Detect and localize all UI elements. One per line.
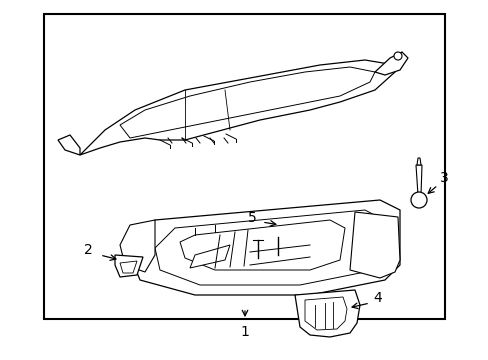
Text: 4: 4 — [373, 291, 382, 305]
Polygon shape — [120, 220, 155, 272]
Polygon shape — [416, 158, 420, 165]
Text: 1: 1 — [240, 325, 249, 339]
Polygon shape — [294, 290, 359, 337]
Polygon shape — [305, 297, 346, 330]
Polygon shape — [374, 52, 407, 75]
Text: 5: 5 — [247, 211, 256, 225]
Polygon shape — [190, 245, 229, 268]
Polygon shape — [415, 165, 421, 195]
Circle shape — [393, 52, 401, 60]
Polygon shape — [120, 67, 374, 138]
Text: 3: 3 — [439, 171, 447, 185]
Polygon shape — [58, 135, 80, 155]
Circle shape — [410, 192, 426, 208]
Polygon shape — [130, 200, 399, 295]
Polygon shape — [273, 230, 282, 237]
Polygon shape — [155, 210, 379, 285]
Polygon shape — [349, 212, 399, 278]
Text: 2: 2 — [83, 243, 92, 257]
Polygon shape — [280, 210, 309, 240]
Polygon shape — [120, 261, 137, 273]
Bar — [44, 14, 444, 319]
Polygon shape — [180, 220, 345, 270]
Polygon shape — [80, 60, 394, 155]
Polygon shape — [115, 255, 142, 277]
Polygon shape — [252, 232, 263, 240]
